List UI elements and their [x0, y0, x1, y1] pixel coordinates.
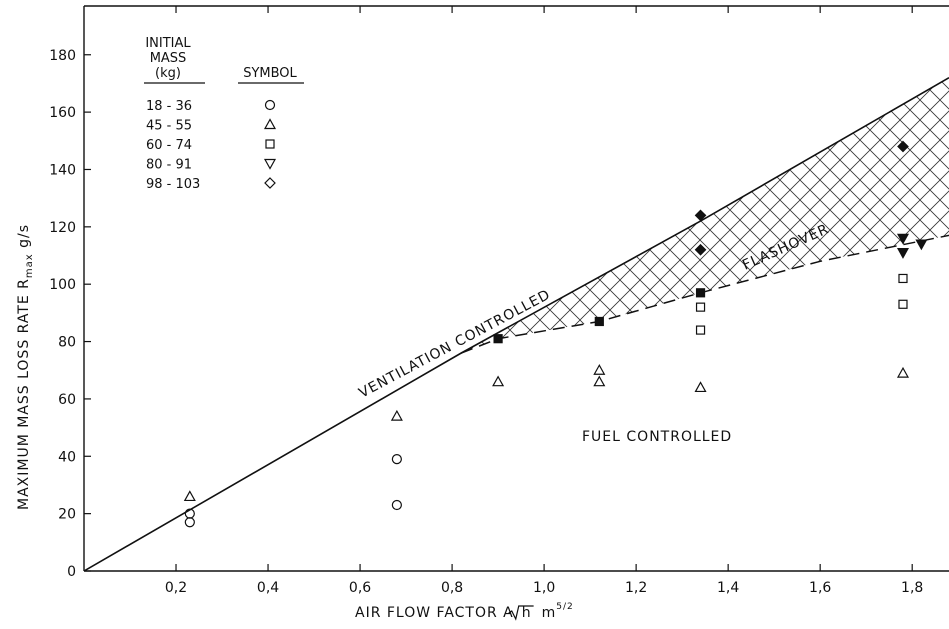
data-point-circle	[184, 517, 195, 528]
x-tick-label: 0,8	[441, 580, 463, 596]
x-axis-title: AIR FLOW FACTOR A h m5/2	[355, 602, 574, 621]
x-tick-label: 0,2	[165, 580, 187, 596]
legend-entry-label: 98 - 103	[146, 177, 200, 192]
data-point-triangle-up	[694, 381, 707, 393]
data-point-square	[898, 299, 908, 309]
legend-entry-label: 18 - 36	[146, 99, 192, 114]
x-axis-title-unit: m	[542, 605, 557, 621]
data-point-diamond-filled	[694, 209, 707, 222]
y-ticks: 0 20 40 60 80 100 120 140 160 180	[49, 48, 91, 580]
y-axis-title-main: MAXIMUM MASS LOSS RATE R	[16, 278, 32, 510]
data-point-square	[695, 302, 706, 312]
x-axis-title-exponent: 5/2	[556, 602, 573, 612]
legend-marker-triangle-up	[263, 118, 277, 130]
data-point-square	[695, 325, 706, 335]
sqrt-sign	[508, 605, 534, 621]
data-point-triangle-up	[896, 366, 910, 378]
data-point-square-filled	[493, 334, 503, 344]
y-axis-title-unit: g/s	[16, 224, 32, 253]
legend-entry-label: 80 - 91	[146, 158, 192, 173]
fuel-controlled-boundary-line	[461, 234, 949, 354]
ventilation-controlled-label: VENTILATION CONTROLLED	[356, 287, 553, 402]
flashover-region	[461, 77, 949, 353]
data-point-triangle-up	[183, 490, 196, 502]
y-tick-label: 80	[58, 335, 76, 351]
data-point-triangle-up	[390, 409, 403, 421]
x-axis-title-main: AIR FLOW FACTOR A	[355, 605, 514, 621]
y-tick-label: 160	[49, 105, 76, 121]
x-tick-label: 1,4	[717, 580, 739, 596]
x-axis-title-sqrt-term: h	[522, 605, 532, 621]
y-axis-title: MAXIMUM MASS LOSS RATE Rmax g/s	[16, 224, 35, 510]
data-point-diamond-filled	[694, 243, 707, 256]
legend-header-symbol: SYMBOL	[243, 66, 297, 81]
data-point-triangle-up	[492, 375, 505, 387]
legend-marker-triangle-down	[263, 158, 277, 170]
data-point-triangle-up	[593, 364, 606, 375]
legend-entry-label: 60 - 74	[146, 138, 192, 153]
legend-marker-circle	[264, 99, 276, 111]
y-axis-title-subscript: max	[24, 253, 35, 278]
x-ticks: 0,2 0,4 0,6 0,8 1,0 1,2 1,4 1,6 1,8	[165, 6, 923, 596]
y-tick-label: 120	[49, 220, 76, 236]
data-point-circle	[391, 499, 402, 511]
data-point-circle	[391, 454, 402, 465]
data-points	[183, 140, 928, 528]
data-point-triangle-up	[593, 375, 606, 387]
data-point-square	[898, 273, 908, 284]
data-point-square-filled	[594, 316, 604, 327]
x-tick-label: 1,6	[809, 580, 831, 596]
x-tick-label: 0,6	[349, 580, 371, 596]
x-tick-label: 1,0	[533, 580, 555, 596]
data-point-triangle-down-filled	[915, 239, 928, 251]
y-tick-label: 140	[49, 162, 76, 178]
data-point-square-filled	[695, 288, 706, 298]
data-point-diamond-filled	[897, 140, 909, 153]
y-tick-label: 0	[67, 564, 76, 580]
fuel-controlled-label: FUEL CONTROLLED	[582, 429, 732, 445]
ventilation-controlled-line	[84, 77, 949, 571]
x-tick-label: 0,4	[257, 580, 279, 596]
x-tick-label: 1,2	[625, 580, 647, 596]
y-tick-label: 60	[58, 392, 76, 408]
data-point-triangle-down-filled	[896, 233, 910, 245]
legend-header-mass-line-1: INITIAL	[145, 36, 191, 51]
legend: INITIAL MASS (kg) SYMBOL 18 - 36 45 - 55 6…	[144, 36, 304, 192]
legend-header-mass-line-2: MASS	[150, 51, 187, 66]
legend-marker-square	[265, 139, 275, 149]
legend-marker-diamond	[264, 177, 276, 189]
y-tick-label: 40	[58, 449, 76, 465]
y-tick-label: 100	[49, 277, 76, 293]
legend-header-mass-line-3: (kg)	[155, 66, 181, 81]
x-tick-label: 1,8	[901, 580, 923, 596]
y-tick-label: 180	[49, 48, 76, 64]
y-tick-label: 20	[58, 507, 76, 523]
legend-entries: 18 - 36 45 - 55 60 - 74 80 - 91 98 - 103	[146, 99, 277, 192]
legend-entry-label: 45 - 55	[146, 119, 192, 134]
data-point-triangle-down-filled	[896, 248, 910, 259]
